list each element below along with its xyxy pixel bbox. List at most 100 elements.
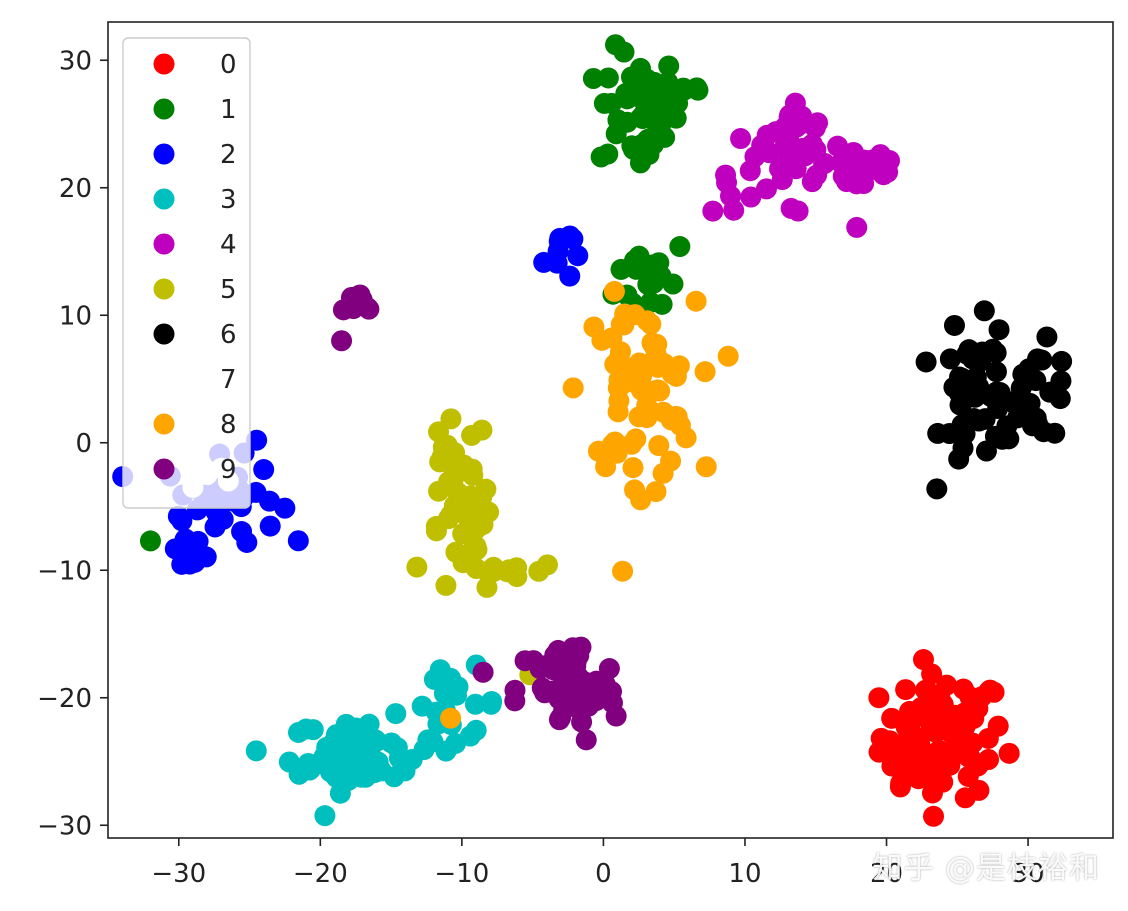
x-tick-label: −10 xyxy=(434,859,489,889)
x-tick-label: 20 xyxy=(870,859,903,889)
point-0 xyxy=(881,707,903,729)
point-1 xyxy=(597,67,619,89)
point-1 xyxy=(625,258,647,280)
points-layer xyxy=(112,34,1073,827)
legend-marker-1 xyxy=(153,98,175,120)
legend-marker-9 xyxy=(153,458,175,480)
point-0 xyxy=(957,765,979,787)
point-2 xyxy=(167,505,189,527)
point-8 xyxy=(645,481,667,503)
point-9 xyxy=(575,729,597,751)
legend-marker-0 xyxy=(153,53,175,75)
point-2 xyxy=(567,245,589,267)
point-3 xyxy=(335,762,357,784)
point-0 xyxy=(962,732,984,754)
point-1 xyxy=(636,105,658,127)
point-6 xyxy=(1012,389,1034,411)
series-0 xyxy=(868,649,1020,827)
point-2 xyxy=(231,521,253,543)
y-tick-label: −20 xyxy=(37,684,92,714)
point-5 xyxy=(536,554,558,576)
point-6 xyxy=(988,319,1010,341)
point-3 xyxy=(465,719,487,741)
x-tick-label: 10 xyxy=(728,859,761,889)
x-tick-label: 0 xyxy=(595,859,612,889)
watermark: 知乎 @是枝裕和 xyxy=(872,851,1100,886)
point-9 xyxy=(601,681,623,703)
point-2 xyxy=(259,515,281,537)
point-3 xyxy=(302,719,324,741)
point-1 xyxy=(607,109,629,131)
point-8 xyxy=(440,707,462,729)
point-1 xyxy=(610,258,632,280)
point-9 xyxy=(550,707,572,729)
point-0 xyxy=(923,805,945,827)
point-0 xyxy=(889,776,911,798)
legend-label-5: 5 xyxy=(220,275,237,305)
series-1 xyxy=(139,34,709,552)
point-0 xyxy=(879,730,901,752)
legend-marker-6 xyxy=(153,323,175,345)
point-4 xyxy=(774,134,796,156)
point-3 xyxy=(345,717,367,739)
point-2 xyxy=(287,530,309,552)
point-0 xyxy=(922,755,944,777)
point-1 xyxy=(657,94,679,116)
series-9 xyxy=(331,284,627,751)
point-8 xyxy=(694,361,716,383)
point-4 xyxy=(794,145,816,167)
point-2 xyxy=(253,459,275,481)
point-5 xyxy=(461,458,483,480)
point-0 xyxy=(912,649,934,671)
y-tick-label: 20 xyxy=(59,174,92,204)
point-0 xyxy=(998,742,1020,764)
point-9 xyxy=(472,661,494,683)
point-6 xyxy=(939,348,961,370)
point-5 xyxy=(435,574,457,596)
point-8 xyxy=(636,407,658,429)
point-8 xyxy=(612,560,634,582)
x-tick-label: 30 xyxy=(1012,859,1045,889)
point-2 xyxy=(184,551,206,573)
point-8 xyxy=(607,377,629,399)
point-1 xyxy=(651,293,673,315)
point-9 xyxy=(578,695,600,717)
point-8 xyxy=(622,457,644,479)
series-8 xyxy=(440,280,739,729)
point-1 xyxy=(669,236,691,258)
legend-label-6: 6 xyxy=(220,320,237,350)
point-3 xyxy=(348,741,370,763)
legend-label-4: 4 xyxy=(220,230,237,260)
point-6 xyxy=(970,350,992,372)
point-6 xyxy=(915,351,937,373)
point-5 xyxy=(472,514,494,536)
legend-label-8: 8 xyxy=(220,410,237,440)
point-3 xyxy=(422,731,444,753)
point-4 xyxy=(755,178,777,200)
legend-marker-8 xyxy=(153,413,175,435)
point-6 xyxy=(998,428,1020,450)
point-6 xyxy=(926,478,948,500)
point-8 xyxy=(695,456,717,478)
point-3 xyxy=(314,805,336,827)
point-8 xyxy=(669,414,691,436)
point-9 xyxy=(332,299,354,321)
point-4 xyxy=(813,153,835,175)
point-5 xyxy=(455,491,477,513)
point-6 xyxy=(973,300,995,322)
plot-frame xyxy=(107,21,1114,839)
point-8 xyxy=(625,372,647,394)
point-1 xyxy=(624,68,646,90)
series-4 xyxy=(702,92,901,238)
legend-label-2: 2 xyxy=(220,140,237,170)
point-0 xyxy=(987,715,1009,737)
point-8 xyxy=(624,479,646,501)
legend-label-7: 7 xyxy=(220,365,237,395)
point-0 xyxy=(979,679,1001,701)
legend-marker-4 xyxy=(153,233,175,255)
point-8 xyxy=(583,316,605,338)
y-tick-label: −10 xyxy=(37,556,92,586)
point-1 xyxy=(629,152,651,174)
point-5 xyxy=(444,442,466,464)
